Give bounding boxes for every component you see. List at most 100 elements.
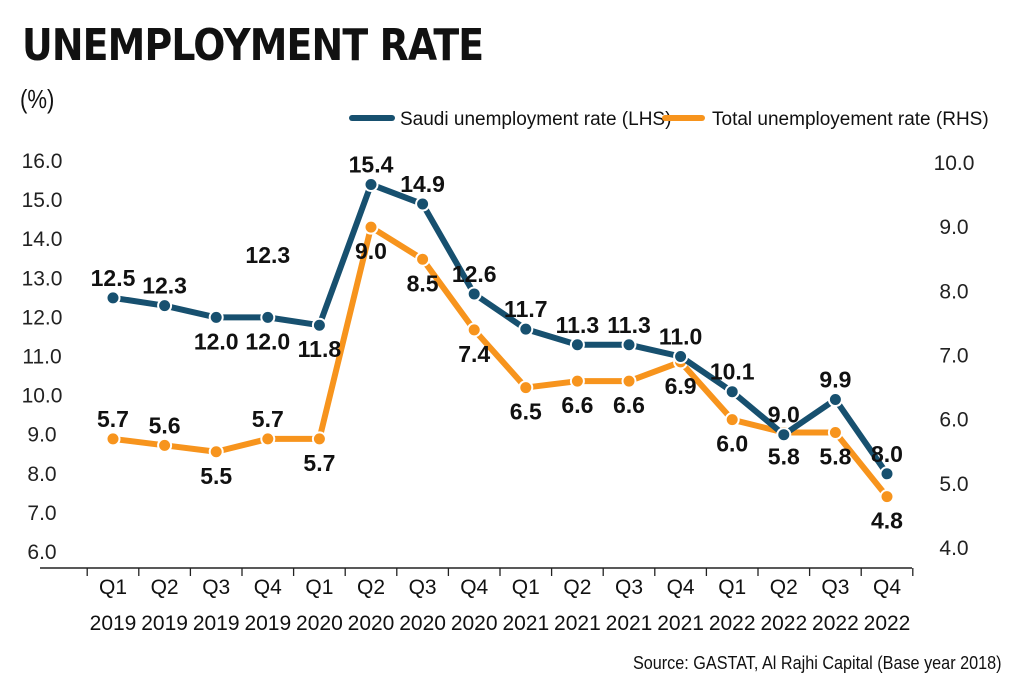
annotation-label: 12.3 <box>245 242 290 268</box>
series-point-saudi <box>260 309 276 325</box>
left-tick-label: 15.0 <box>22 189 63 212</box>
x-tick-year: 2019 <box>141 612 188 635</box>
series-point-total <box>105 431 121 447</box>
right-tick-label: 7.0 <box>939 345 968 368</box>
x-tick-quarter: Q2 <box>151 576 179 599</box>
data-label-saudi: 11.3 <box>556 312 600 338</box>
series-point-saudi <box>569 337 585 353</box>
y-axis-unit-label: (%) <box>20 84 55 114</box>
left-tick-label: 10.0 <box>22 385 63 408</box>
data-label-total: 5.7 <box>252 406 284 432</box>
data-label-total: 8.5 <box>407 270 439 296</box>
x-tick-year: 2019 <box>193 612 240 635</box>
data-label-total: 5.8 <box>819 444 851 470</box>
right-tick-label: 4.0 <box>939 537 968 560</box>
left-tick-label: 7.0 <box>27 502 56 525</box>
data-label-total: 7.4 <box>458 341 490 367</box>
left-tick-label: 14.0 <box>22 228 63 251</box>
data-label-total: 5.5 <box>200 463 232 489</box>
x-tick-quarter: Q3 <box>409 576 437 599</box>
x-tick-quarter: Q1 <box>718 576 746 599</box>
data-label-saudi: 12.0 <box>194 328 239 354</box>
right-tick-label: 10.0 <box>934 152 975 175</box>
series-point-total <box>879 489 895 505</box>
x-tick-quarter: Q3 <box>821 576 849 599</box>
series-point-saudi <box>724 384 740 400</box>
series-point-total <box>621 373 637 389</box>
data-label-saudi: 12.3 <box>142 273 187 299</box>
series-point-saudi <box>311 317 327 333</box>
series-point-saudi <box>208 309 224 325</box>
series-point-total <box>311 431 327 447</box>
chart-title: UNEMPLOYMENT RATE <box>22 20 484 71</box>
right-tick-label: 9.0 <box>939 216 968 239</box>
source-note: Source: GASTAT, Al Rajhi Capital (Base y… <box>633 653 1002 673</box>
x-tick-quarter: Q4 <box>460 576 488 599</box>
data-label-saudi: 12.0 <box>245 328 290 354</box>
series-point-total <box>466 322 482 338</box>
data-label-total: 6.0 <box>716 431 748 457</box>
series-point-total <box>157 437 173 453</box>
x-tick-year: 2021 <box>502 612 549 635</box>
series-point-total <box>518 380 534 396</box>
x-tick-year: 2022 <box>709 612 756 635</box>
x-tick-year: 2019 <box>90 612 137 635</box>
left-tick-label: 6.0 <box>27 541 56 564</box>
series-point-saudi <box>621 337 637 353</box>
data-label-total: 5.6 <box>149 412 181 438</box>
data-label-total: 6.9 <box>665 373 697 399</box>
data-label-total: 5.8 <box>768 444 800 470</box>
series-point-total <box>208 444 224 460</box>
data-label-total: 4.8 <box>871 508 903 534</box>
x-tick-year: 2022 <box>760 612 807 635</box>
series-point-total <box>363 219 379 235</box>
x-tick-year: 2022 <box>812 612 859 635</box>
series-point-saudi <box>415 196 431 212</box>
x-tick-quarter: Q2 <box>563 576 591 599</box>
data-label-saudi: 11.3 <box>607 312 651 338</box>
x-tick-year: 2021 <box>554 612 601 635</box>
data-label-total: 6.5 <box>510 399 542 425</box>
right-tick-label: 6.0 <box>939 409 968 432</box>
x-tick-year: 2021 <box>606 612 653 635</box>
x-tick-year: 2022 <box>864 612 911 635</box>
data-label-saudi: 8.0 <box>871 441 903 467</box>
series-line-saudi <box>110 181 890 477</box>
x-tick-quarter: Q4 <box>873 576 901 599</box>
data-label-total: 5.7 <box>303 450 335 476</box>
series-point-total <box>260 431 276 447</box>
x-axis: Q1 2019 Q2 2019 Q3 2019 Q4 2019 Q1 2020 Q2 2020 Q3 20… <box>40 567 914 635</box>
series-point-saudi <box>105 290 121 306</box>
right-tick-label: 8.0 <box>939 280 968 303</box>
series-point-total <box>415 251 431 267</box>
x-tick-quarter: Q1 <box>512 576 540 599</box>
data-label-total: 6.6 <box>561 392 593 418</box>
x-tick-year: 2021 <box>657 612 704 635</box>
data-label-saudi: 12.6 <box>452 261 497 287</box>
legend-label-saudi: Saudi unemployment rate (LHS) <box>400 109 671 130</box>
left-tick-label: 13.0 <box>22 267 63 290</box>
x-tick-quarter: Q4 <box>667 576 695 599</box>
x-tick-quarter: Q3 <box>202 576 230 599</box>
left-tick-label: 11.0 <box>22 346 61 369</box>
right-tick-label: 5.0 <box>939 473 968 496</box>
legend-label-total: Total unemployement rate (RHS) <box>712 109 989 130</box>
data-label-saudi: 10.1 <box>710 359 755 385</box>
left-tick-label: 16.0 <box>22 150 63 173</box>
x-tick-year: 2020 <box>451 612 498 635</box>
left-axis: 16.0 15.0 14.0 13.0 12.0 11.0 10.0 9.0 8.0 7.0 6.0 <box>22 150 63 564</box>
x-tick-quarter: Q1 <box>305 576 333 599</box>
data-label-total: 6.6 <box>613 392 645 418</box>
x-tick-quarter: Q2 <box>770 576 798 599</box>
x-tick-year: 2020 <box>399 612 446 635</box>
data-label-total: 5.7 <box>97 406 129 432</box>
series-point-saudi <box>879 466 895 482</box>
series-line-total <box>110 224 890 500</box>
series-point-saudi <box>363 176 379 192</box>
data-label-saudi: 9.9 <box>819 367 851 393</box>
series-point-total <box>827 425 843 440</box>
right-axis: 10.0 9.0 8.0 7.0 6.0 5.0 4.0 <box>934 152 975 560</box>
x-tick-quarter: Q3 <box>615 576 643 599</box>
data-label-saudi: 11.0 <box>659 324 703 350</box>
